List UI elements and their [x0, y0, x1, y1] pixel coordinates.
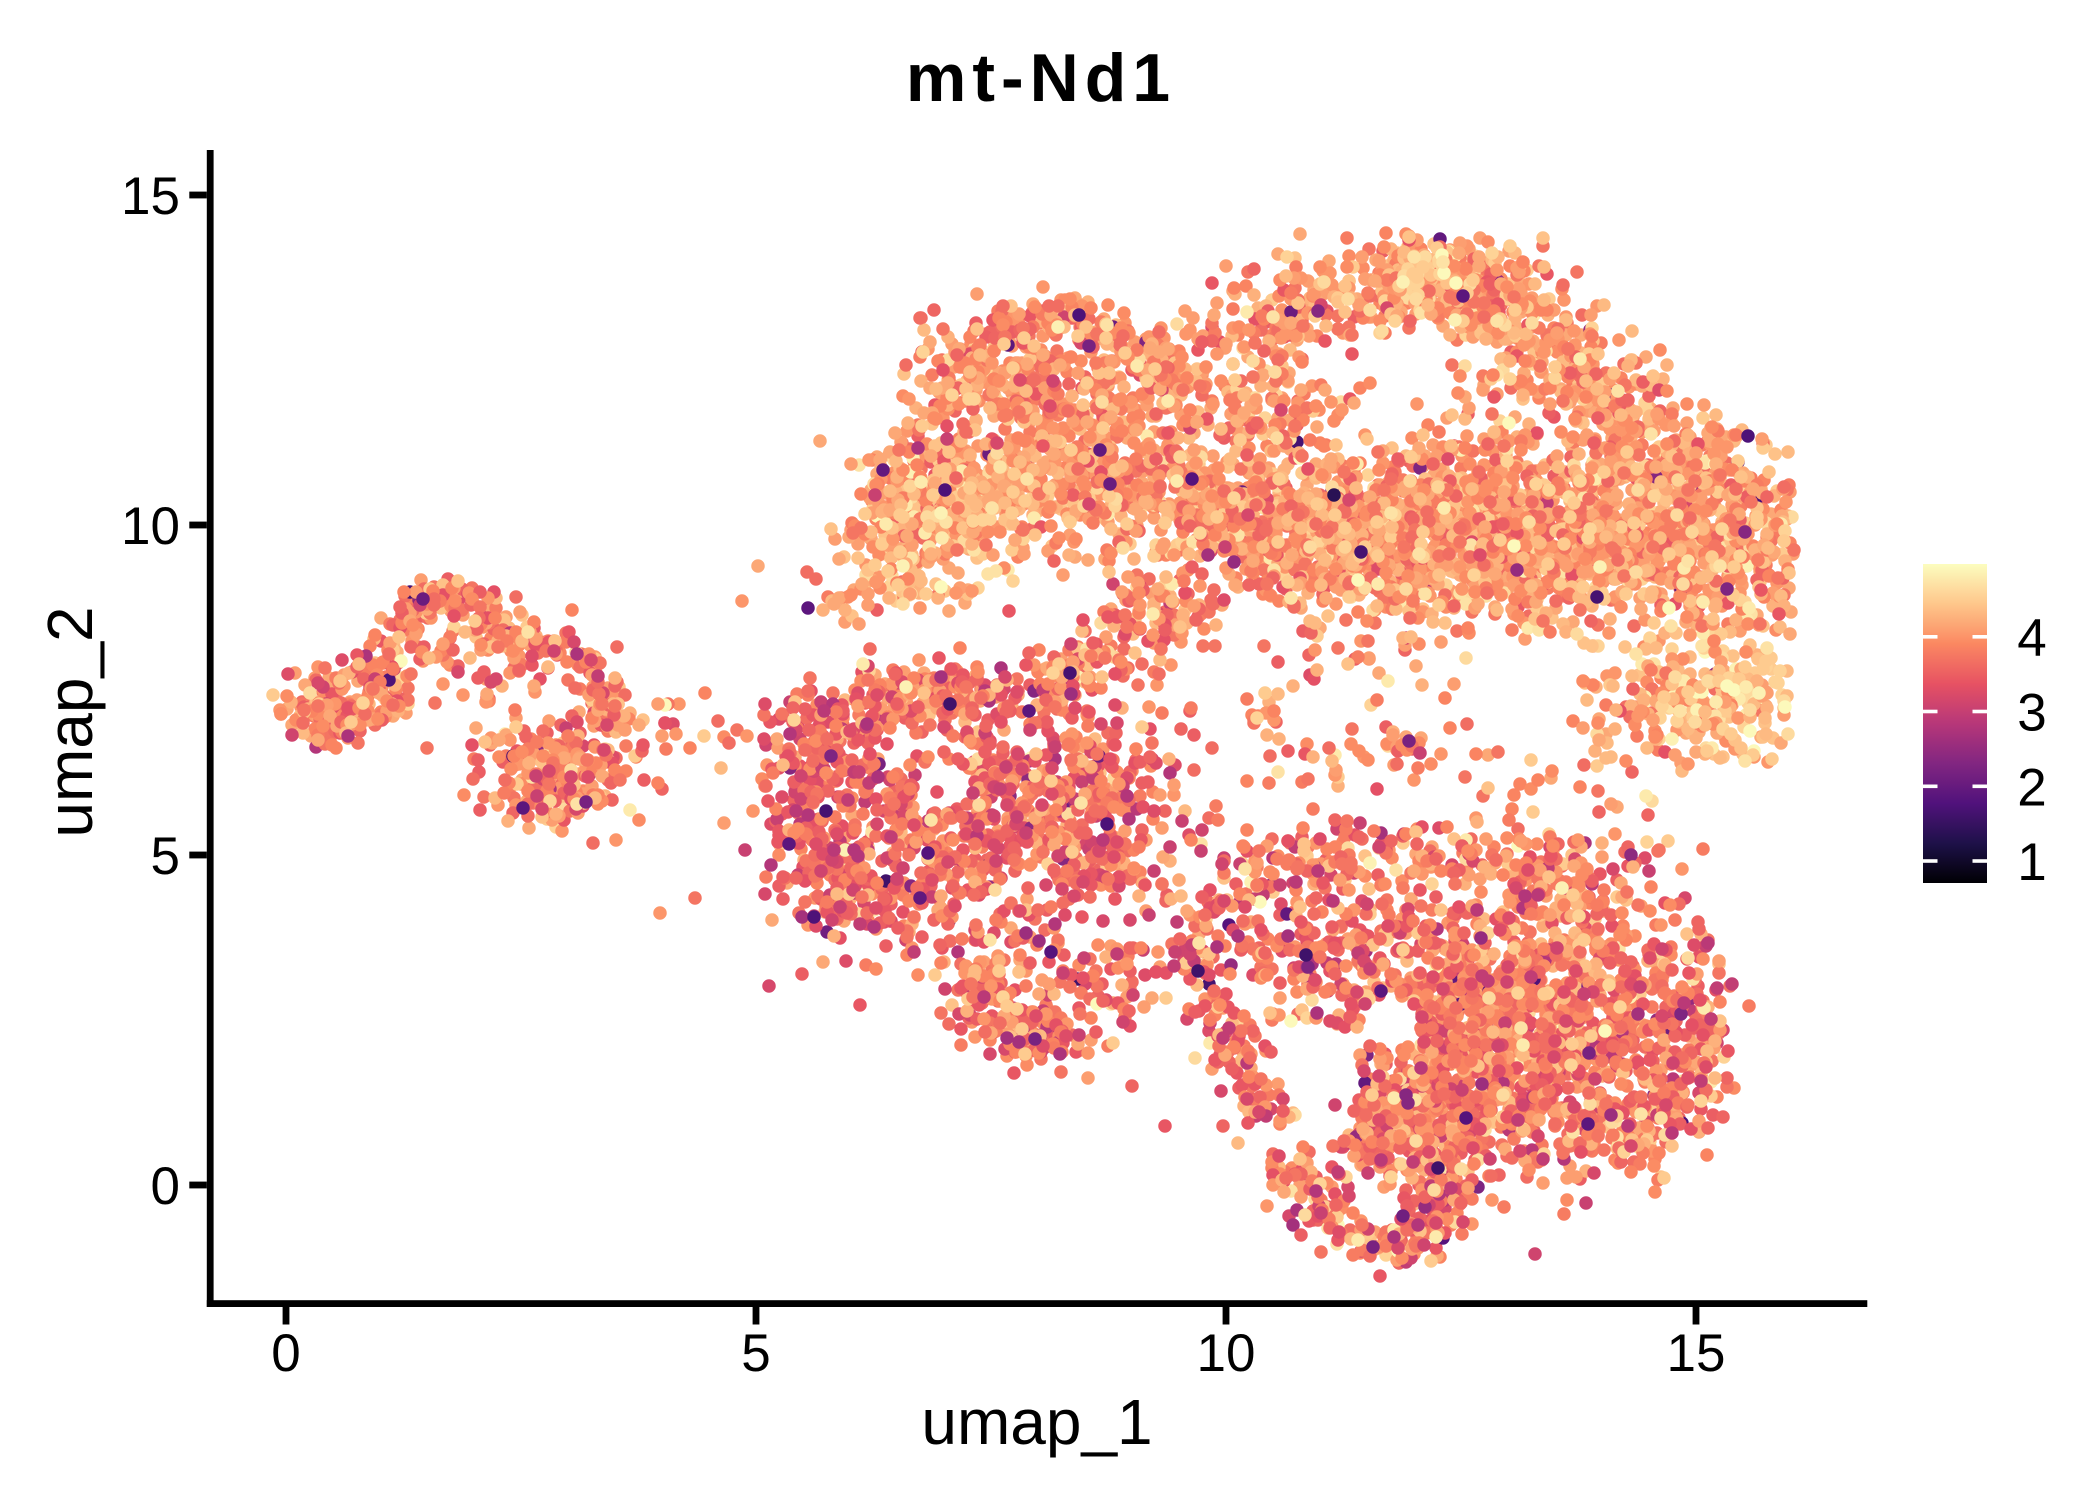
svg-text:umap_1: umap_1 [921, 1386, 1152, 1458]
svg-text:4: 4 [2017, 609, 2046, 668]
svg-text:10: 10 [1197, 1324, 1256, 1383]
svg-text:0: 0 [271, 1324, 300, 1383]
svg-text:5: 5 [741, 1324, 770, 1383]
svg-text:10: 10 [121, 497, 180, 556]
svg-text:mt-Nd1: mt-Nd1 [906, 40, 1176, 116]
svg-text:15: 15 [1667, 1324, 1726, 1383]
svg-text:15: 15 [121, 167, 180, 226]
svg-text:3: 3 [2017, 684, 2046, 743]
svg-text:umap_2: umap_2 [34, 606, 106, 837]
svg-text:0: 0 [151, 1157, 180, 1216]
svg-text:5: 5 [151, 827, 180, 886]
svg-text:2: 2 [2017, 758, 2046, 817]
svg-text:1: 1 [2017, 833, 2046, 892]
